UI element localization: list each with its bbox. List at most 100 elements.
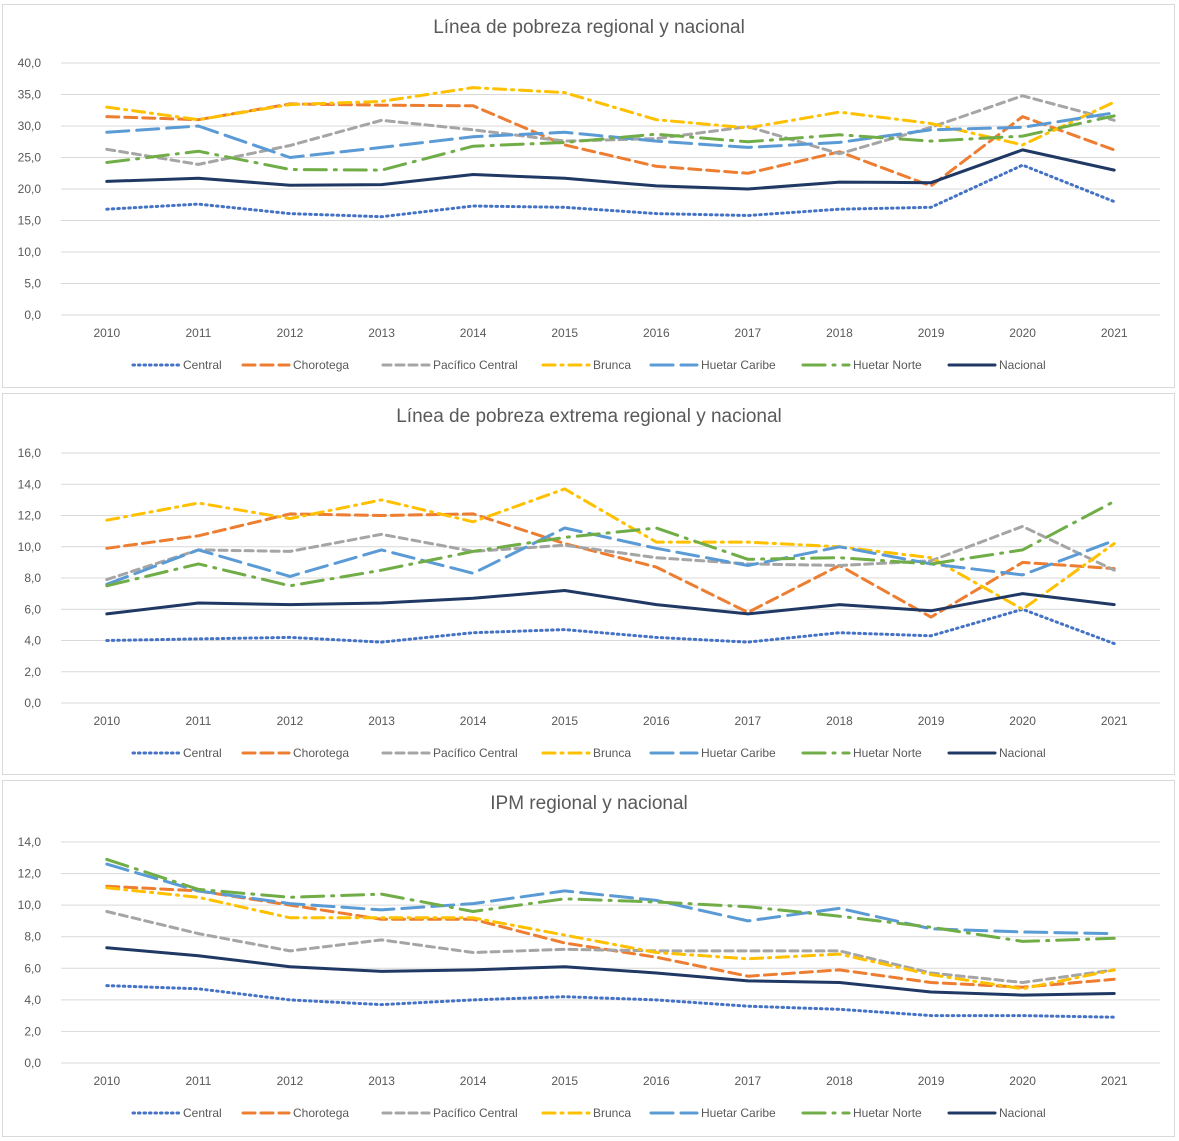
x-tick-label: 2017 [735, 1074, 762, 1088]
x-tick-label: 2020 [1009, 326, 1036, 340]
legend-label-brunca: Brunca [593, 1106, 631, 1120]
legend-label-huetar-caribe: Huetar Caribe [701, 358, 776, 372]
legend-label-brunca: Brunca [593, 746, 631, 760]
x-tick-label: 2014 [460, 1074, 487, 1088]
legend-label-pacifico-central: Pacífico Central [433, 1106, 518, 1120]
legend-label-nacional: Nacional [999, 1106, 1046, 1120]
series-line-brunca [105, 487, 1116, 611]
x-tick-label: 2010 [93, 714, 120, 728]
series-line-pacifico-central [105, 524, 1116, 582]
x-tick-label: 2016 [643, 714, 670, 728]
series-line-brunca [105, 886, 1116, 991]
y-tick-label: 15,0 [18, 214, 42, 228]
chart-title: Línea de pobreza extrema regional y naci… [396, 406, 782, 427]
legend-label-central: Central [183, 358, 222, 372]
legend-label-pacifico-central: Pacífico Central [433, 358, 518, 372]
x-tick-label: 2020 [1009, 1074, 1036, 1088]
x-tick-label: 2021 [1101, 1074, 1128, 1088]
series-line-nacional [105, 589, 1116, 616]
legend-label-huetar-norte: Huetar Norte [853, 1106, 922, 1120]
series-line-nacional [105, 946, 1116, 997]
x-tick-label: 2011 [185, 326, 211, 340]
series-line-huetar-caribe [105, 862, 1116, 936]
y-tick-label: 8,0 [24, 930, 41, 944]
x-tick-label: 2018 [826, 714, 853, 728]
x-tick-label: 2012 [277, 1074, 304, 1088]
y-tick-label: 8,0 [24, 571, 41, 585]
legend-label-huetar-norte: Huetar Norte [853, 746, 922, 760]
series-line-huetar-norte [105, 499, 1116, 588]
legend: Central Chorotega Pacífico Central Brunca Hu… [131, 358, 1046, 372]
y-tick-label: 10,0 [18, 898, 42, 912]
x-tick-label: 2012 [277, 326, 304, 340]
y-tick-label: 14,0 [18, 835, 42, 849]
legend: Central Chorotega Pacífico Central Brunca Hu… [131, 1106, 1046, 1120]
chart-panel-ipm: IPM regional y nacional 0,0 2,0 4,0 6,0 8,0 10… [2, 780, 1175, 1137]
y-tick-label: 4,0 [24, 634, 41, 648]
chart-pobreza-svg: Línea de pobreza regional y nacional 0,0 5… [18, 17, 1160, 372]
y-tick-label: 35,0 [18, 88, 42, 102]
series-line-pacifico-central [105, 94, 1116, 166]
x-tick-label: 2016 [643, 326, 670, 340]
legend-label-central: Central [183, 746, 222, 760]
x-tick-label: 2021 [1101, 326, 1128, 340]
x-tick-label: 2014 [460, 326, 487, 340]
x-tick-label: 2010 [93, 326, 120, 340]
x-tick-label: 2017 [735, 326, 762, 340]
legend-label-chorotega: Chorotega [293, 1106, 349, 1120]
y-tick-label: 6,0 [24, 602, 41, 616]
legend-label-chorotega: Chorotega [293, 746, 349, 760]
legend-label-brunca: Brunca [593, 358, 631, 372]
y-tick-label: 0,0 [24, 696, 41, 710]
legend-label-huetar-norte: Huetar Norte [853, 358, 922, 372]
chart-panel-pobreza: Línea de pobreza regional y nacional 0,0 5… [2, 4, 1175, 388]
y-tick-label: 5,0 [24, 277, 41, 291]
x-tick-label: 2014 [460, 714, 487, 728]
x-tick-label: 2020 [1009, 714, 1036, 728]
y-tick-label: 12,0 [18, 867, 42, 881]
y-tick-label: 16,0 [18, 446, 42, 460]
series-line-central [105, 984, 1116, 1019]
x-tick-label: 2010 [93, 1074, 120, 1088]
x-tick-label: 2015 [551, 326, 578, 340]
legend-label-nacional: Nacional [999, 358, 1046, 372]
y-tick-label: 10,0 [18, 540, 42, 554]
chart-ipm-svg: IPM regional y nacional 0,0 2,0 4,0 6,0 8,0 10… [18, 793, 1160, 1120]
x-tick-label: 2017 [735, 714, 762, 728]
x-tick-label: 2019 [918, 326, 945, 340]
y-tick-label: 30,0 [18, 119, 42, 133]
x-tick-label: 2016 [643, 1074, 670, 1088]
series-line-chorotega [105, 512, 1116, 619]
x-tick-label: 2011 [185, 714, 211, 728]
x-tick-label: 2015 [551, 714, 578, 728]
y-tick-label: 25,0 [18, 151, 42, 165]
y-tick-label: 20,0 [18, 182, 42, 196]
y-tick-label: 40,0 [18, 56, 42, 70]
legend-label-huetar-caribe: Huetar Caribe [701, 1106, 776, 1120]
x-tick-label: 2018 [826, 326, 853, 340]
y-tick-label: 0,0 [24, 308, 41, 322]
y-tick-label: 10,0 [18, 245, 42, 259]
series-line-huetar-caribe [105, 526, 1116, 586]
x-tick-label: 2011 [185, 1074, 211, 1088]
legend: Central Chorotega Pacífico Central Brunca Hu… [131, 746, 1046, 760]
legend-label-nacional: Nacional [999, 746, 1046, 760]
x-tick-label: 2012 [277, 714, 304, 728]
x-tick-label: 2021 [1101, 714, 1128, 728]
series-line-pacifico-central [105, 910, 1116, 984]
y-tick-label: 14,0 [18, 477, 42, 491]
series-line-huetar-norte [105, 114, 1116, 172]
y-tick-label: 12,0 [18, 509, 42, 523]
y-tick-label: 6,0 [24, 961, 41, 975]
x-tick-label: 2015 [551, 1074, 578, 1088]
chart-title: IPM regional y nacional [490, 793, 688, 814]
x-tick-label: 2019 [918, 714, 945, 728]
chart-panel-pobreza-extrema: Línea de pobreza extrema regional y naci… [2, 393, 1175, 775]
legend-label-central: Central [183, 1106, 222, 1120]
y-tick-label: 2,0 [24, 665, 41, 679]
legend-label-chorotega: Chorotega [293, 358, 349, 372]
x-tick-label: 2013 [368, 326, 395, 340]
x-tick-label: 2019 [918, 1074, 945, 1088]
x-tick-label: 2018 [826, 1074, 853, 1088]
series-line-huetar-norte [105, 857, 1116, 943]
